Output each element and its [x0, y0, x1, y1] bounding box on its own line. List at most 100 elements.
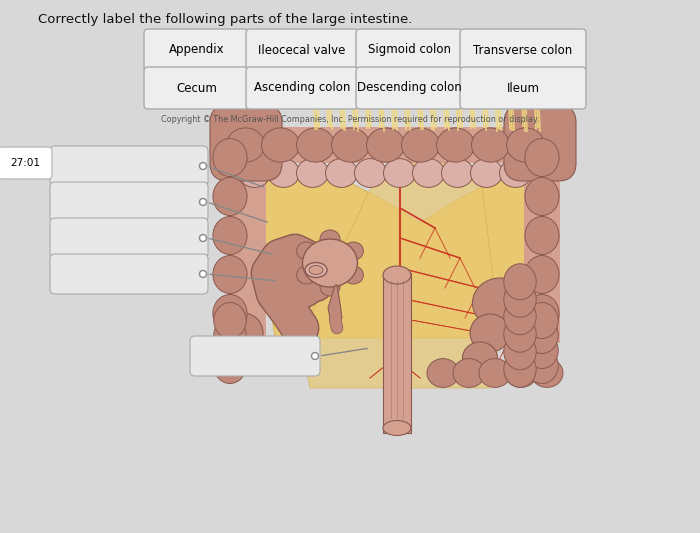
Ellipse shape	[223, 313, 263, 353]
Bar	[524, 133, 560, 343]
FancyBboxPatch shape	[50, 146, 208, 186]
Text: Descending colon: Descending colon	[356, 82, 461, 94]
Ellipse shape	[320, 278, 340, 296]
Bar	[510, 308, 550, 358]
Polygon shape	[255, 168, 540, 338]
Ellipse shape	[512, 311, 557, 356]
Ellipse shape	[479, 359, 511, 387]
Text: Ileocecal valve: Ileocecal valve	[258, 44, 346, 56]
FancyBboxPatch shape	[50, 254, 208, 294]
Ellipse shape	[504, 281, 536, 317]
Text: 27:01: 27:01	[10, 158, 40, 168]
Ellipse shape	[367, 128, 405, 162]
Ellipse shape	[402, 128, 440, 162]
FancyBboxPatch shape	[504, 105, 576, 181]
Ellipse shape	[437, 128, 475, 162]
Ellipse shape	[320, 230, 340, 248]
Ellipse shape	[531, 359, 563, 387]
Ellipse shape	[473, 278, 528, 328]
Ellipse shape	[470, 159, 503, 188]
Ellipse shape	[354, 159, 386, 188]
Ellipse shape	[525, 139, 559, 176]
Circle shape	[199, 235, 206, 241]
FancyBboxPatch shape	[210, 105, 282, 181]
FancyBboxPatch shape	[50, 218, 208, 258]
Ellipse shape	[383, 266, 411, 284]
FancyBboxPatch shape	[460, 67, 586, 109]
Text: Correctly label the following parts of the large intestine.: Correctly label the following parts of t…	[38, 13, 412, 26]
Text: Ileum: Ileum	[507, 82, 540, 94]
Ellipse shape	[326, 159, 358, 188]
Circle shape	[199, 198, 206, 206]
Ellipse shape	[214, 303, 246, 338]
FancyBboxPatch shape	[0, 147, 52, 179]
Ellipse shape	[526, 348, 558, 384]
Ellipse shape	[344, 266, 363, 284]
Ellipse shape	[470, 314, 510, 352]
Ellipse shape	[214, 318, 246, 353]
Ellipse shape	[383, 421, 411, 435]
Ellipse shape	[384, 159, 416, 188]
Ellipse shape	[504, 299, 536, 335]
Ellipse shape	[504, 334, 536, 370]
Polygon shape	[300, 158, 500, 388]
Polygon shape	[328, 285, 342, 323]
Ellipse shape	[297, 266, 316, 284]
Text: Cecum: Cecum	[176, 82, 217, 94]
FancyBboxPatch shape	[190, 336, 320, 376]
Text: Ascending colon: Ascending colon	[254, 82, 350, 94]
Ellipse shape	[525, 177, 559, 215]
Ellipse shape	[505, 359, 537, 387]
Ellipse shape	[412, 159, 444, 188]
Ellipse shape	[344, 242, 363, 260]
FancyBboxPatch shape	[50, 182, 208, 222]
Ellipse shape	[213, 177, 247, 215]
Ellipse shape	[214, 348, 246, 384]
Ellipse shape	[297, 159, 328, 188]
Ellipse shape	[305, 262, 327, 278]
FancyBboxPatch shape	[356, 67, 462, 109]
Ellipse shape	[526, 318, 558, 353]
FancyBboxPatch shape	[144, 29, 249, 71]
Ellipse shape	[525, 216, 559, 254]
Ellipse shape	[267, 159, 300, 188]
Ellipse shape	[213, 216, 247, 254]
FancyBboxPatch shape	[144, 67, 249, 109]
Text: Appendix: Appendix	[169, 44, 224, 56]
Bar	[383, 273, 411, 433]
Ellipse shape	[309, 265, 323, 274]
Ellipse shape	[526, 303, 558, 338]
Ellipse shape	[213, 255, 247, 294]
Ellipse shape	[442, 159, 473, 188]
Ellipse shape	[213, 139, 247, 176]
Ellipse shape	[526, 333, 558, 368]
Bar	[230, 133, 266, 343]
Ellipse shape	[500, 159, 531, 188]
Text: Transverse colon: Transverse colon	[473, 44, 573, 56]
Ellipse shape	[472, 128, 510, 162]
Ellipse shape	[332, 128, 370, 162]
Circle shape	[199, 163, 206, 169]
Ellipse shape	[525, 295, 559, 333]
Ellipse shape	[239, 159, 270, 188]
Ellipse shape	[504, 264, 536, 300]
Ellipse shape	[504, 316, 536, 352]
FancyBboxPatch shape	[356, 29, 462, 71]
Ellipse shape	[297, 242, 316, 260]
Circle shape	[312, 352, 318, 359]
FancyBboxPatch shape	[460, 29, 586, 71]
FancyBboxPatch shape	[246, 29, 358, 71]
Ellipse shape	[504, 351, 536, 387]
Ellipse shape	[262, 128, 300, 162]
Ellipse shape	[227, 128, 265, 162]
Ellipse shape	[214, 333, 246, 368]
Text: Sigmoid colon: Sigmoid colon	[368, 44, 451, 56]
Ellipse shape	[525, 255, 559, 294]
Circle shape	[199, 271, 206, 278]
FancyBboxPatch shape	[246, 67, 358, 109]
Ellipse shape	[427, 359, 459, 387]
Ellipse shape	[213, 295, 247, 333]
Ellipse shape	[302, 239, 358, 287]
Ellipse shape	[507, 128, 545, 162]
Ellipse shape	[463, 342, 498, 374]
